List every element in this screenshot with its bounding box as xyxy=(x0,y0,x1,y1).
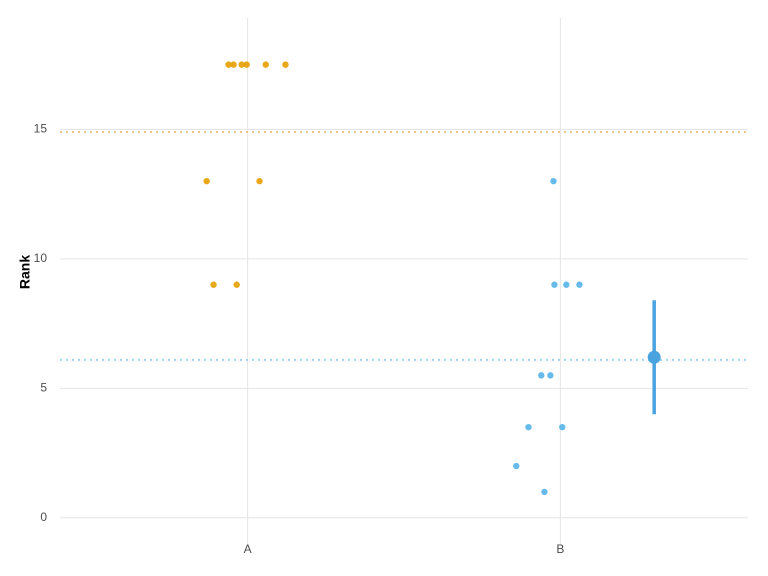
point xyxy=(210,281,217,288)
point xyxy=(563,281,570,288)
y-axis-title: Rank xyxy=(17,255,33,289)
y-tick-label: 10 xyxy=(34,251,48,265)
point xyxy=(551,281,558,288)
point xyxy=(541,488,548,496)
point xyxy=(513,462,520,470)
x-tick-label: B xyxy=(556,542,564,556)
mean-point xyxy=(647,350,661,364)
y-tick-label: 0 xyxy=(40,510,47,524)
point xyxy=(538,372,545,379)
x-tick-label: A xyxy=(244,542,252,556)
point xyxy=(233,281,240,288)
point xyxy=(243,61,250,68)
y-tick-label: 5 xyxy=(40,380,47,394)
point xyxy=(238,61,245,68)
point xyxy=(282,61,289,68)
y-tick-label: 15 xyxy=(34,122,48,136)
point xyxy=(550,177,557,185)
point xyxy=(547,372,554,379)
point xyxy=(262,61,269,68)
point xyxy=(576,281,583,288)
point xyxy=(525,423,532,431)
point xyxy=(203,177,210,185)
point xyxy=(225,61,232,68)
point xyxy=(256,177,263,185)
point xyxy=(230,61,237,68)
point xyxy=(559,423,566,431)
